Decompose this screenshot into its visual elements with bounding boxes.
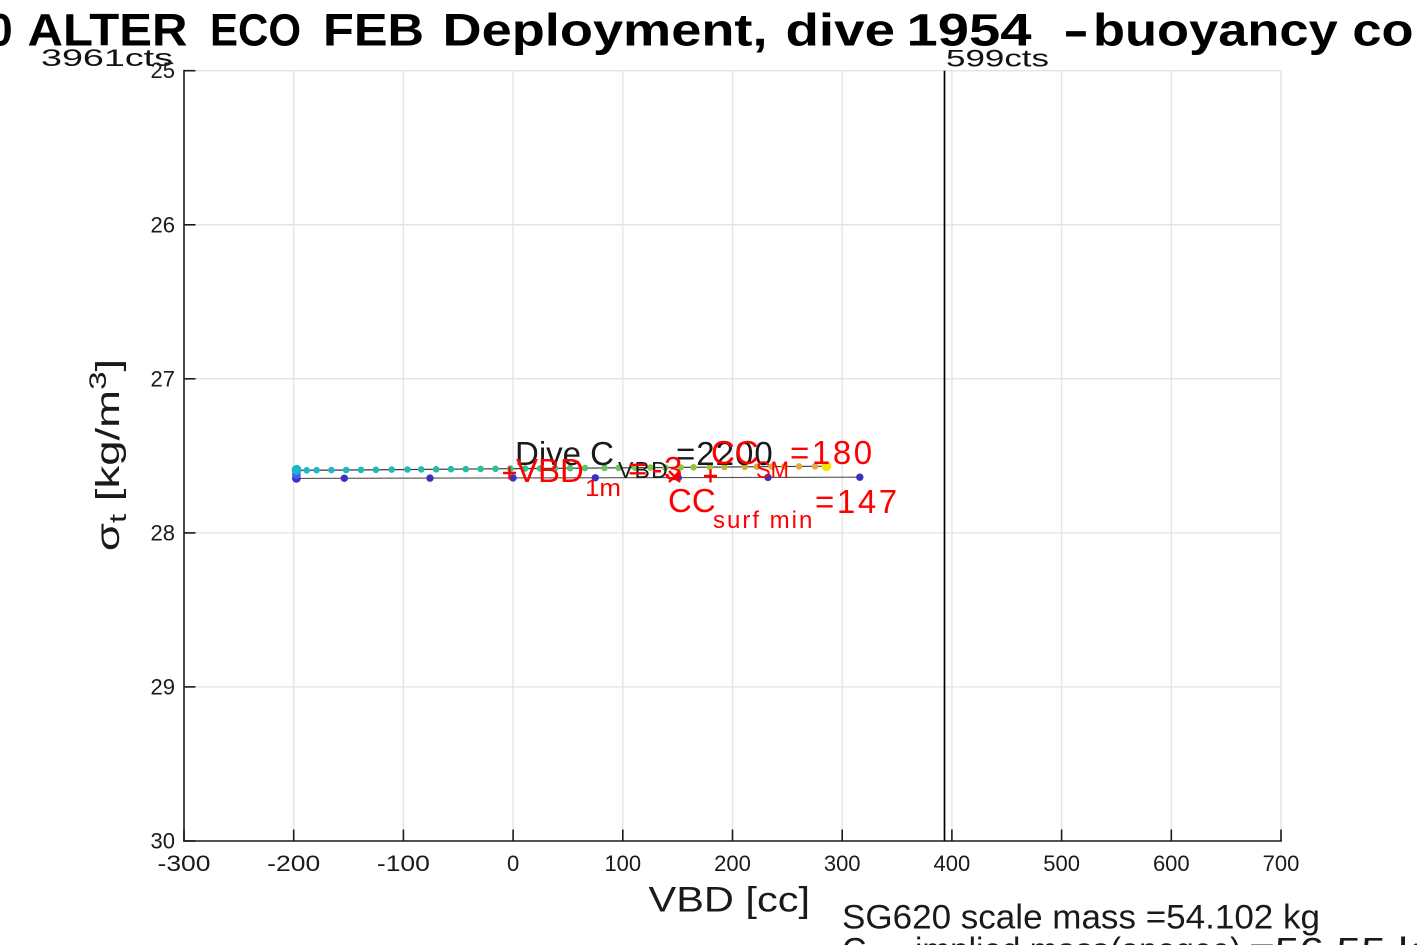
svg-text:ECO: ECO <box>210 5 301 56</box>
svg-text:25: 25 <box>151 58 175 83</box>
svg-text:500: 500 <box>1043 851 1080 876</box>
svg-text:100: 100 <box>604 851 641 876</box>
svg-text:=147: =147 <box>815 483 900 520</box>
svg-text:30: 30 <box>151 829 175 854</box>
svg-text:400: 400 <box>934 851 971 876</box>
svg-text:1954: 1954 <box>907 5 1032 56</box>
svg-text:700: 700 <box>1263 851 1300 876</box>
svg-text:implied mass: implied mass <box>915 932 1109 945</box>
svg-text:0: 0 <box>507 851 519 876</box>
svg-text:C: C <box>842 932 867 945</box>
svg-text:VBD: VBD <box>516 452 584 489</box>
svg-text:599cts: 599cts <box>946 46 1049 73</box>
svg-text:26: 26 <box>151 212 175 237</box>
svg-text:28: 28 <box>151 520 175 545</box>
svg-text:FEB: FEB <box>323 5 424 56</box>
svg-text:SM: SM <box>756 457 789 484</box>
svg-text:ALTER: ALTER <box>28 5 188 56</box>
svg-text:buoyancy control: buoyancy control <box>1093 5 1417 56</box>
svg-text:=56.55 kg: =56.55 kg <box>1249 932 1417 945</box>
svg-text:27: 27 <box>151 366 175 391</box>
svg-text:Deployment,: Deployment, <box>443 5 768 56</box>
svg-text:CC: CC <box>668 482 716 519</box>
svg-text:CC: CC <box>711 434 759 471</box>
svg-text:29: 29 <box>151 674 175 699</box>
svg-text:1m: 1m <box>585 475 621 502</box>
svg-text:VBD [cc]: VBD [cc] <box>649 881 811 920</box>
svg-text:-100: -100 <box>377 851 430 876</box>
svg-text:Dive C: Dive C <box>515 435 614 472</box>
svg-text:=180: =180 <box>790 434 875 471</box>
svg-text:-200: -200 <box>267 851 320 876</box>
svg-text:3: 3 <box>664 450 682 487</box>
svg-text:600: 600 <box>1153 851 1190 876</box>
svg-text:3961cts: 3961cts <box>41 45 173 72</box>
svg-text:surf min: surf min <box>713 507 814 534</box>
svg-text:-300: -300 <box>158 851 211 876</box>
svg-text:SG620 scale mass =54.102 kg: SG620 scale mass =54.102 kg <box>842 899 1320 937</box>
svg-text:=: = <box>628 450 647 487</box>
svg-text:SG620: SG620 <box>0 5 13 56</box>
svg-text:=2200: =2200 <box>676 435 774 472</box>
svg-text:VBD: VBD <box>618 457 669 483</box>
svg-text:dive: dive <box>786 5 896 56</box>
svg-text:-: - <box>1063 5 1089 56</box>
svg-text:-: - <box>652 450 663 487</box>
svg-text:(apogee): (apogee) <box>1110 932 1241 945</box>
svg-text:300: 300 <box>824 851 861 876</box>
svg-text:200: 200 <box>714 851 751 876</box>
